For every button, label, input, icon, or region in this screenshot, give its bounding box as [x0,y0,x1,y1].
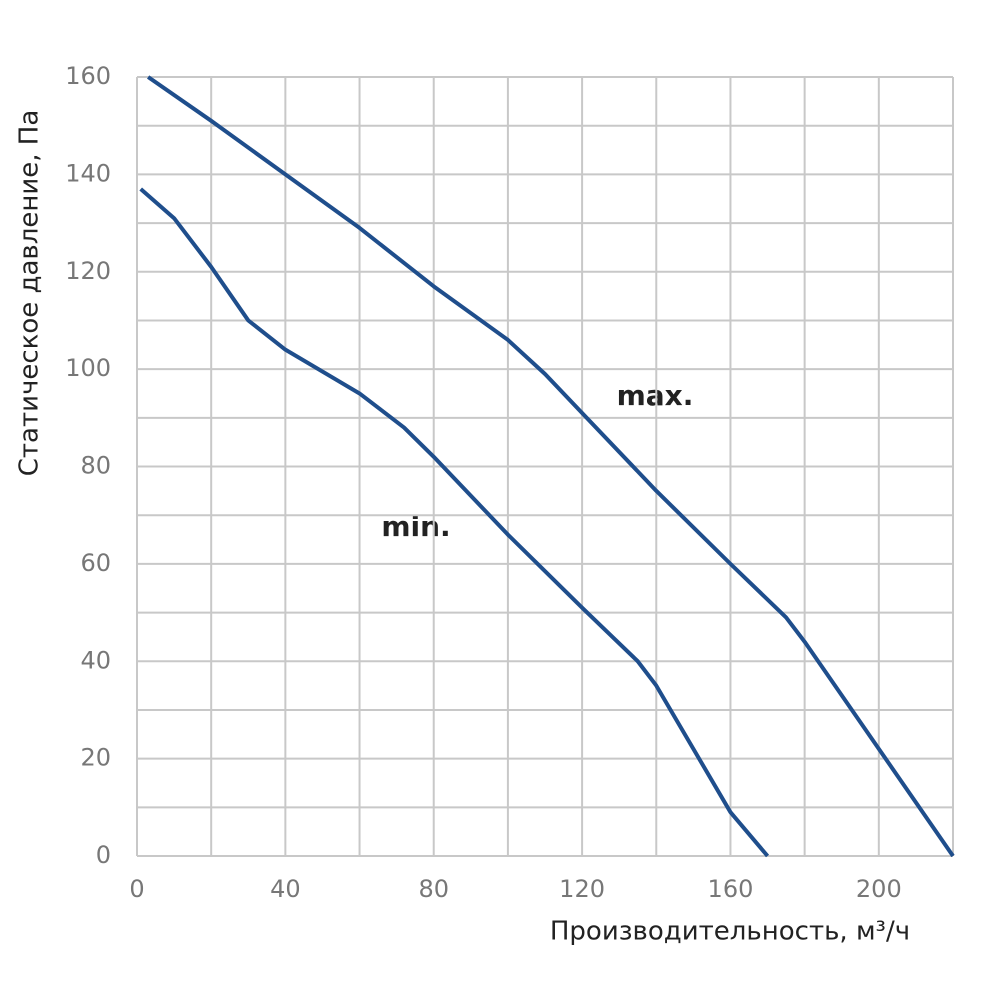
y-tick-label: 20 [80,744,111,772]
y-tick-label: 60 [80,549,111,577]
x-tick-label: 40 [270,875,301,903]
y-tick-label: 140 [65,159,111,187]
y-tick-label: 120 [65,257,111,285]
x-tick-label: 200 [856,875,902,903]
y-tick-label: 40 [80,646,111,674]
x-tick-label: 160 [708,875,754,903]
y-tick-label: 80 [80,452,111,480]
series-label: max. [617,379,694,412]
y-tick-label: 0 [96,841,111,869]
x-tick-label: 80 [418,875,449,903]
y-tick-label: 160 [65,62,111,90]
x-tick-label: 0 [129,875,144,903]
x-axis-label: Производительность, м³/ч [550,917,910,947]
y-tick-label: 100 [65,354,111,382]
x-tick-label: 120 [559,875,605,903]
line [139,187,770,858]
y-axis-label: Статическое давление, Па [15,110,45,477]
line [146,75,955,858]
